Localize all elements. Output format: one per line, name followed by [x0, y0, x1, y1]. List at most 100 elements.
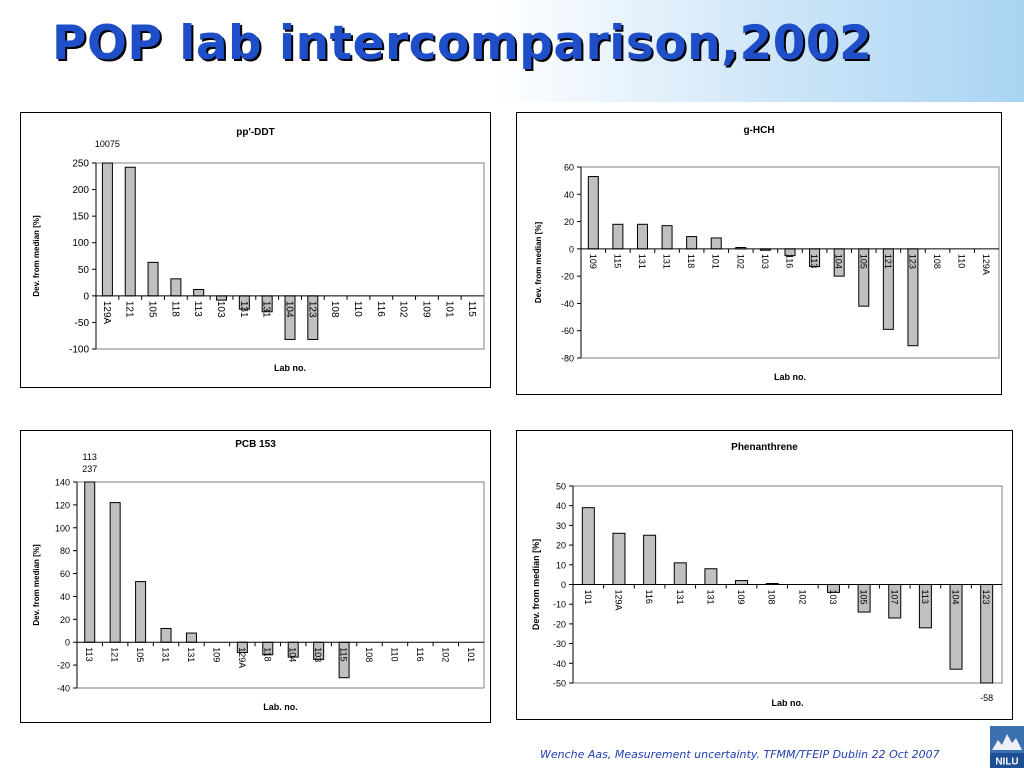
slide-title: POP lab intercomparison,2002 — [52, 16, 873, 71]
bar-115 — [612, 223, 624, 250]
bar-105 — [135, 581, 147, 643]
footer-text: Wenche Aas, Measurement uncertainty. TFM… — [540, 748, 940, 761]
x-tick-label: 115 — [466, 301, 477, 317]
x-tick-label: 131 — [261, 301, 272, 318]
bar-118 — [170, 278, 182, 297]
y-tick-label: 50 — [78, 265, 90, 276]
y-tick-label: -40 — [57, 684, 70, 694]
x-tick-label: 115 — [339, 647, 349, 661]
bar-113 — [193, 288, 205, 297]
bar-103 — [216, 295, 228, 301]
x-tick-label: 118 — [686, 254, 696, 268]
y-tick-label: 40 — [556, 501, 566, 511]
bar-121 — [124, 166, 136, 297]
bar-113 — [84, 481, 96, 643]
x-tick-label: 123 — [981, 590, 991, 605]
bar-105 — [147, 261, 159, 297]
y-tick-label: -30 — [553, 639, 566, 649]
x-tick-label: 129A — [237, 647, 247, 668]
bar-101 — [581, 507, 595, 585]
x-tick-label: 103 — [313, 647, 323, 662]
y-tick-label: -20 — [561, 272, 574, 282]
chart-hch: g-HCH -80 -60 -40 -20 0 20 40 60 109 115 131 131 118 1… — [534, 125, 1000, 382]
x-tick-label: 108 — [932, 254, 942, 269]
x-tick-label: 131 — [637, 254, 647, 269]
y-tick-label: 200 — [72, 185, 89, 196]
x-tick-label: 131 — [238, 301, 249, 318]
x-tick-label: 131 — [675, 590, 685, 605]
y-tick-label: -40 — [561, 299, 574, 309]
x-tick-label: 103 — [215, 301, 226, 318]
bar-116 — [643, 534, 657, 585]
bar-annotation: 237 — [82, 464, 97, 474]
x-tick-label: 102 — [440, 647, 450, 662]
y-tick-label: 0 — [569, 244, 574, 254]
x-tick-label: 129A — [613, 590, 623, 611]
y-tick-label: 0 — [83, 291, 89, 302]
y-tick-label: -40 — [553, 659, 566, 669]
bar-annotation: 10075 — [95, 139, 120, 149]
x-tick-label: 115 — [612, 254, 622, 268]
y-tick-label: 20 — [556, 541, 566, 551]
x-tick-label: 109 — [736, 590, 746, 605]
x-tick-label: 116 — [415, 647, 425, 661]
bar-annotation: -58 — [980, 693, 993, 703]
x-tick-label: 116 — [375, 301, 386, 317]
bar-131 — [160, 627, 172, 643]
x-tick-label: 131 — [186, 647, 196, 662]
x-tick-label: 118 — [262, 647, 272, 661]
y-tick-label: 20 — [60, 615, 70, 625]
y-tick-label: -20 — [553, 619, 566, 629]
x-axis-title: Lab. no. — [263, 702, 298, 712]
x-tick-label: 123 — [907, 254, 917, 269]
x-tick-label: 105 — [858, 254, 868, 269]
x-tick-label: 108 — [329, 301, 340, 318]
x-tick-label: 104 — [288, 647, 298, 662]
bar-101 — [710, 237, 722, 250]
x-tick-label: 108 — [364, 647, 374, 662]
x-tick-label: 104 — [951, 590, 961, 605]
x-tick-label: 102 — [398, 301, 409, 318]
logo-text: NILU — [995, 757, 1018, 768]
y-tick-label: -50 — [553, 679, 566, 689]
x-tick-label: 104 — [834, 254, 844, 269]
x-axis-title: Lab no. — [274, 363, 306, 373]
x-tick-label: 113 — [809, 254, 819, 268]
bar-131 — [185, 632, 197, 643]
bar-129A — [101, 162, 113, 297]
x-tick-label: 101 — [443, 301, 454, 318]
y-tick-label: 140 — [55, 478, 70, 488]
y-tick-label: 80 — [60, 546, 70, 556]
chart-panel-pcb153: PCB 153 -40 -20 0 20 40 60 80 100 120 140 113 121 105… — [20, 430, 491, 723]
x-tick-label: 118 — [169, 301, 180, 317]
chart-title: pp'-DDT — [236, 127, 274, 138]
x-tick-label: 107 — [889, 590, 899, 605]
chart-panel-phenanthrene: Phenanthrene -50 -40 -30 -20 -10 0 10 20 30 40 50 10… — [516, 430, 1013, 720]
y-tick-label: 10 — [556, 560, 566, 570]
x-tick-label: 131 — [705, 590, 715, 605]
y-tick-label: 150 — [72, 212, 89, 223]
bar-109 — [587, 176, 599, 250]
y-tick-label: 0 — [561, 580, 566, 590]
x-axis-title: Lab no. — [772, 698, 804, 708]
y-tick-label: 30 — [556, 521, 566, 531]
y-tick-label: 250 — [72, 159, 89, 170]
chart-panel-ddt: pp'-DDT -100 -50 0 50 100 150 200 250 129A 121 105 1… — [20, 112, 491, 388]
y-tick-label: 0 — [65, 638, 70, 648]
x-tick-label: 123 — [306, 301, 317, 318]
chart-ddt: pp'-DDT -100 -50 0 50 100 150 200 250 129A 121 105 1… — [32, 127, 485, 373]
chart-title: g-HCH — [743, 125, 774, 136]
x-tick-label: 103 — [828, 590, 838, 605]
bar-131 — [636, 223, 648, 250]
y-tick-label: 100 — [72, 238, 89, 249]
y-tick-label: 60 — [564, 163, 574, 173]
chart-panel-hch: g-HCH -80 -60 -40 -20 0 20 40 60 109 115 131 131 118 1… — [516, 112, 1002, 395]
x-tick-label: 131 — [662, 254, 672, 269]
y-tick-label: 60 — [60, 569, 70, 579]
x-tick-label: 110 — [389, 647, 399, 661]
x-tick-label: 129A — [101, 301, 112, 325]
y-tick-label: 50 — [556, 482, 566, 492]
y-tick-label: -10 — [553, 600, 566, 610]
x-tick-label: 101 — [466, 647, 476, 662]
y-tick-label: -20 — [57, 661, 70, 671]
